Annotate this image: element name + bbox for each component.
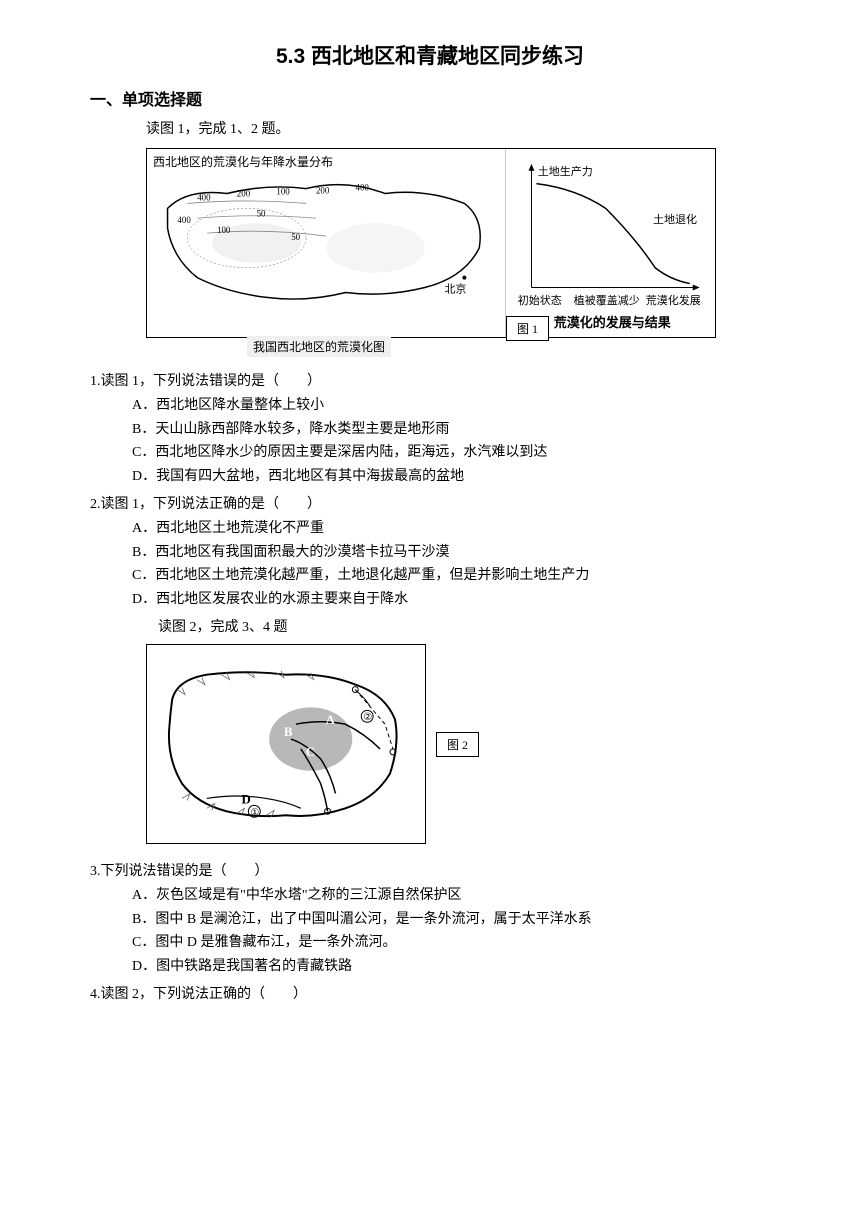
section-header: 一、单项选择题: [90, 86, 770, 110]
svg-text:①: ①: [250, 807, 259, 818]
q1-b: B．天山山脉西部降水较多，降水类型主要是地形雨: [132, 418, 770, 442]
chart-annotation: 土地退化: [653, 211, 697, 227]
q3-a: A．灰色区域是有"中华水塔"之称的三江源自然保护区: [132, 884, 770, 908]
chart-x1: 初始状态: [518, 292, 562, 308]
svg-text:D: D: [241, 792, 250, 806]
figure2-svg: A B C D ① ②: [147, 645, 425, 843]
figure1-container: 西北地区的荒漠化与年降水量分布 400 200 100 50 200 400 1…: [146, 148, 770, 338]
svg-text:100: 100: [217, 225, 231, 235]
figure1-map-title: 西北地区的荒漠化与年降水量分布: [153, 153, 333, 170]
q2-d: D．西北地区发展农业的水源主要来自于降水: [132, 588, 770, 612]
q1-a: A．西北地区降水量整体上较小: [132, 394, 770, 418]
q1-stem: 1.读图 1，下列说法错误的是（ ）: [90, 370, 770, 394]
figure1-map: 西北地区的荒漠化与年降水量分布 400 200 100 50 200 400 1…: [147, 149, 506, 337]
figure1-map-caption: 我国西北地区的荒漠化图: [247, 336, 391, 357]
svg-text:A: A: [326, 713, 336, 727]
svg-text:200: 200: [316, 186, 330, 196]
q1-d: D．我国有四大盆地，西北地区有其中海拔最高的盆地: [132, 465, 770, 489]
svg-text:200: 200: [237, 188, 251, 198]
figure1-map-svg: 400 200 100 50 200 400 100 50 400 北京: [147, 149, 505, 337]
svg-text:100: 100: [276, 187, 290, 197]
svg-text:北京: 北京: [445, 281, 467, 295]
page-title: 5.3 西北地区和青藏地区同步练习: [90, 40, 770, 70]
q2-a: A．西北地区土地荒漠化不严重: [132, 517, 770, 541]
svg-text:400: 400: [197, 192, 211, 202]
q3-c: C．图中 D 是雅鲁藏布江，是一条外流河。: [132, 931, 770, 955]
svg-text:②: ②: [363, 712, 372, 723]
instruction-fig2: 读图 2，完成 3、4 题: [158, 616, 770, 636]
svg-text:B: B: [284, 725, 293, 739]
figure2-container: A B C D ① ② 图 2: [146, 644, 770, 844]
q3-d: D．图中铁路是我国著名的青藏铁路: [132, 955, 770, 979]
q3: 3.下列说法错误的是（ ） A．灰色区域是有"中华水塔"之称的三江源自然保护区 …: [90, 860, 770, 979]
chart-x3: 荒漠化发展: [646, 292, 701, 308]
figure1: 西北地区的荒漠化与年降水量分布 400 200 100 50 200 400 1…: [146, 148, 716, 338]
chart-x2: 植被覆盖减少: [574, 292, 640, 308]
instruction-fig1: 读图 1，完成 1、2 题。: [146, 118, 770, 138]
q1-c: C．西北地区降水少的原因主要是深居内陆，距海远，水汽难以到达: [132, 441, 770, 465]
svg-text:50: 50: [257, 208, 266, 218]
q3-b: B．图中 B 是澜沧江，出了中国叫湄公河，是一条外流河，属于太平洋水系: [132, 908, 770, 932]
svg-text:50: 50: [291, 232, 300, 242]
figure2-label: 图 2: [436, 732, 479, 757]
chart-ylabel: 土地生产力: [538, 163, 593, 179]
figure2: A B C D ① ②: [146, 644, 426, 844]
svg-text:400: 400: [177, 215, 191, 225]
q2-stem: 2.读图 1，下列说法正确的是（ ）: [90, 493, 770, 517]
figure1-label: 图 1: [506, 316, 549, 341]
chart-caption: 荒漠化的发展与结果: [554, 312, 671, 331]
q3-stem: 3.下列说法错误的是（ ）: [90, 860, 770, 884]
q4: 4.读图 2，下列说法正确的（ ）: [90, 983, 770, 1007]
svg-text:400: 400: [356, 183, 370, 193]
figure1-chart: 土地生产力 土地退化 初始状态 植被覆盖减少 荒漠化发展 荒漠化的发展与结果: [506, 149, 715, 337]
q1: 1.读图 1，下列说法错误的是（ ） A．西北地区降水量整体上较小 B．天山山脉…: [90, 370, 770, 489]
q2-b: B．西北地区有我国面积最大的沙漠塔卡拉马干沙漠: [132, 541, 770, 565]
q4-stem: 4.读图 2，下列说法正确的（ ）: [90, 983, 770, 1007]
q2: 2.读图 1，下列说法正确的是（ ） A．西北地区土地荒漠化不严重 B．西北地区…: [90, 493, 770, 612]
svg-text:C: C: [306, 745, 315, 759]
q2-c: C．西北地区土地荒漠化越严重，土地退化越严重，但是并影响土地生产力: [132, 564, 770, 588]
